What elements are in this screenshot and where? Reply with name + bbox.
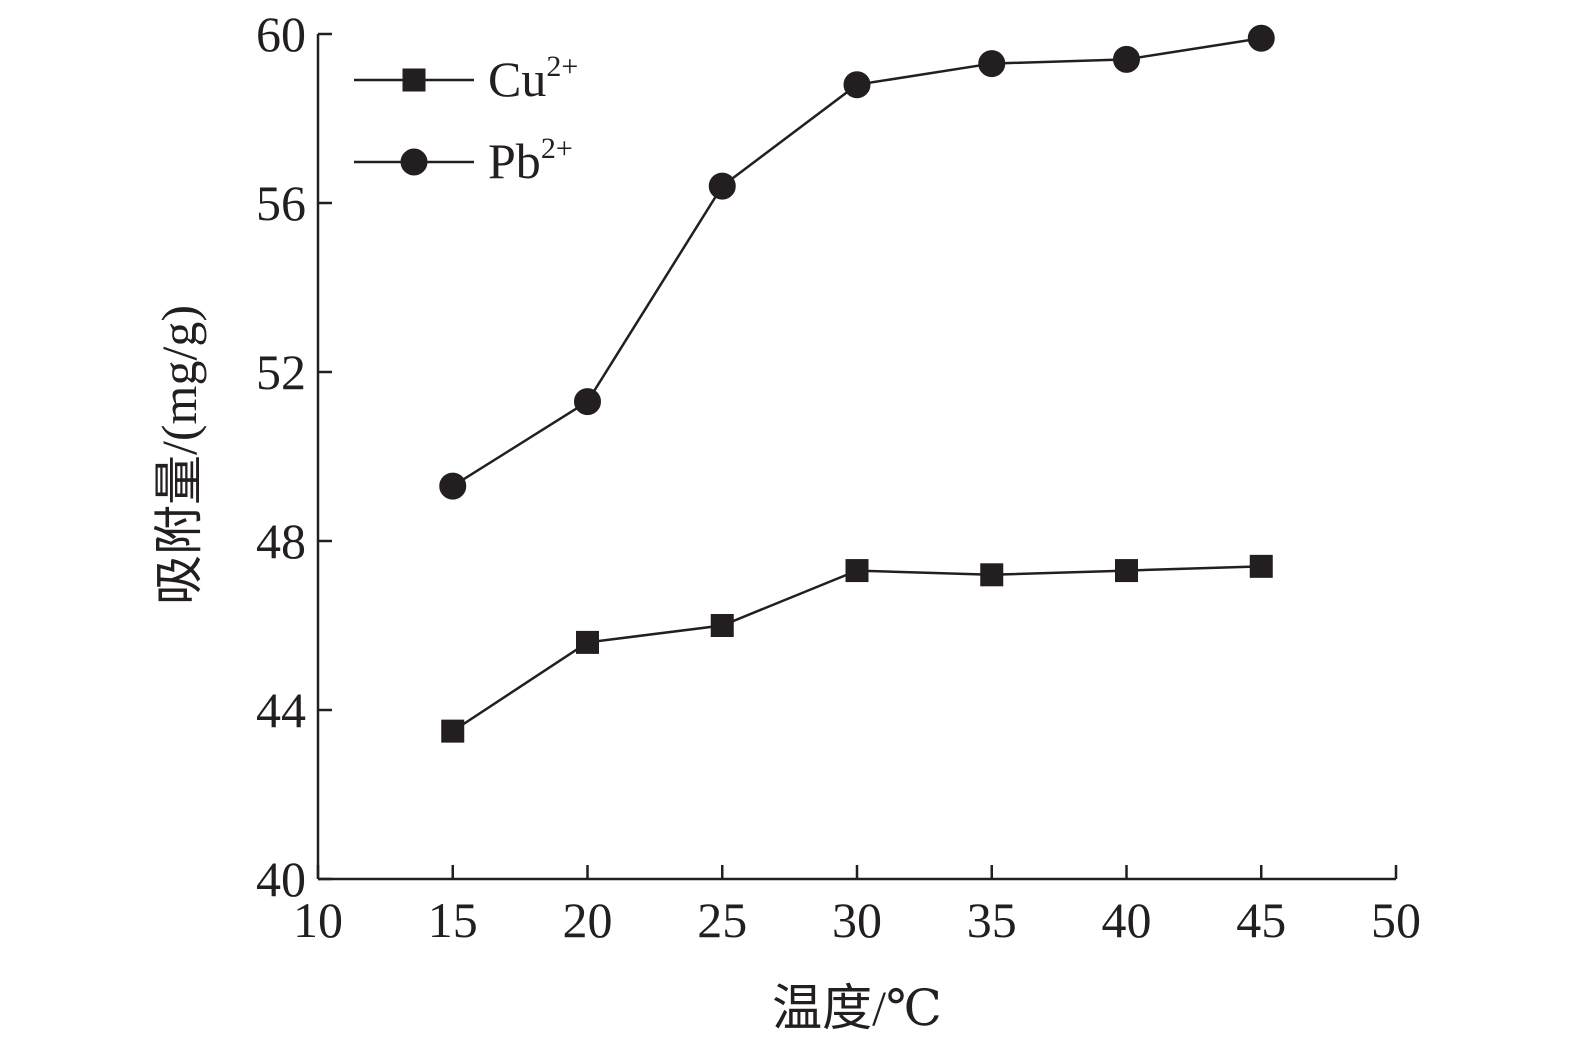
y-tick-label: 60 bbox=[256, 6, 306, 62]
legend-marker-square bbox=[402, 68, 426, 92]
legend-label-base: Pb bbox=[488, 133, 541, 189]
series-pb bbox=[439, 24, 1275, 500]
legend-label: Cu2+ bbox=[488, 50, 578, 107]
data-point-circle bbox=[574, 388, 601, 416]
legend-item-cu: Cu2+ bbox=[354, 50, 578, 107]
legend-item-pb: Pb2+ bbox=[354, 132, 573, 189]
y-axis-title: 吸附量/(mg/g) bbox=[151, 305, 207, 605]
series-layer bbox=[439, 24, 1275, 743]
data-point-circle bbox=[843, 71, 871, 99]
y-tick-label: 40 bbox=[256, 851, 306, 907]
x-tick-label: 25 bbox=[697, 892, 747, 948]
y-tick-label: 44 bbox=[256, 682, 306, 738]
series-line-pb bbox=[452, 36, 1262, 488]
legend-label-base: Cu bbox=[488, 51, 546, 107]
x-tick-label: 15 bbox=[428, 892, 478, 948]
data-point-circle bbox=[708, 172, 736, 200]
x-tick-label: 40 bbox=[1102, 892, 1152, 948]
data-point-circle bbox=[1247, 24, 1275, 52]
legend-label-superscript: 2+ bbox=[541, 132, 573, 165]
x-tick-label: 10 bbox=[293, 892, 343, 948]
data-point-square bbox=[1115, 559, 1138, 583]
data-point-square bbox=[576, 630, 599, 654]
x-tick-label: 35 bbox=[967, 892, 1017, 948]
legend-marker-circle bbox=[400, 148, 428, 176]
data-point-circle bbox=[978, 50, 1006, 78]
y-tick-label: 52 bbox=[256, 344, 306, 400]
legend-label-superscript: 2+ bbox=[546, 50, 578, 83]
x-tick-label: 20 bbox=[563, 892, 613, 948]
y-tick-label: 48 bbox=[256, 513, 306, 569]
legend: Cu2+Pb2+ bbox=[354, 50, 578, 189]
data-point-circle bbox=[439, 472, 467, 500]
data-point-square bbox=[710, 614, 734, 637]
y-tick-label: 56 bbox=[256, 175, 306, 231]
x-tick-label: 30 bbox=[832, 892, 882, 948]
data-point-square bbox=[1249, 554, 1273, 578]
series-line-cu bbox=[452, 565, 1262, 733]
axes: 40 44 48 52 56 60 10 15 20 25 30 35 40 45 50 bbox=[256, 6, 1421, 948]
x-axis-title: 温度/℃ bbox=[772, 980, 942, 1036]
data-point-square bbox=[980, 563, 1004, 587]
data-point-square bbox=[845, 559, 869, 583]
x-tick-label: 45 bbox=[1236, 892, 1286, 948]
legend-label: Pb2+ bbox=[488, 132, 573, 189]
data-point-circle bbox=[1113, 45, 1140, 73]
x-tick-label: 50 bbox=[1371, 892, 1421, 948]
series-cu bbox=[441, 554, 1273, 743]
data-point-square bbox=[441, 719, 465, 743]
